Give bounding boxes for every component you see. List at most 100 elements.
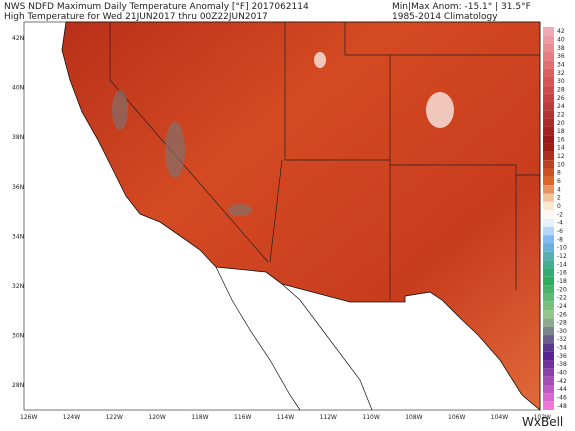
colorbar-label: -26: [557, 311, 567, 318]
colorbar-label: 2: [557, 195, 561, 202]
colorbar-label: -2: [557, 211, 563, 218]
colorbar-label: 0: [557, 203, 561, 210]
lon-label: 108W: [405, 414, 422, 421]
colorbar-swatch: [543, 60, 554, 69]
subtitle: High Temperature for Wed 21JUN2017 thru …: [4, 12, 268, 22]
colorbar-label: 36: [557, 53, 565, 60]
lat-label: 36N: [12, 184, 24, 191]
colorbar-label: 28: [557, 86, 565, 93]
colorbar-swatch: [543, 335, 554, 344]
colorbar-swatch: [543, 176, 554, 186]
terrain-shade: [112, 90, 252, 216]
colorbar-swatch: [543, 235, 554, 244]
colorbar-label: -8: [557, 236, 563, 243]
lat-label: 42N: [12, 35, 24, 42]
colorbar-swatch: [543, 243, 554, 252]
colorbar-label: -18: [557, 278, 567, 285]
colorbar-label: 16: [557, 136, 565, 143]
state-lines: [109, 22, 540, 300]
colorbar-label: -28: [557, 320, 567, 327]
lon-label: 118W: [191, 414, 208, 421]
colorbar-label: -6: [557, 228, 563, 235]
colorbar-swatch: [543, 326, 554, 336]
colorbar-label: 38: [557, 45, 565, 52]
colorbar-swatch: [543, 101, 554, 111]
colorbar-label: -24: [557, 303, 567, 310]
colorbar-swatch: [543, 401, 554, 410]
lat-label: 30N: [12, 333, 24, 340]
colorbar-swatch: [543, 310, 554, 319]
colorbar-swatch: [543, 351, 554, 361]
colorbar-swatch: [543, 385, 554, 394]
colorbar-swatch: [543, 343, 554, 352]
colorbar-swatch: [543, 276, 554, 286]
colorbar-swatch: [543, 76, 554, 86]
colorbar-swatch: [543, 260, 554, 269]
colorbar-swatch: [543, 51, 554, 61]
colorbar-swatch: [543, 168, 554, 177]
colorbar-label: 8: [557, 170, 561, 177]
colorbar-label: 34: [557, 61, 565, 68]
colorbar-label: -22: [557, 295, 567, 302]
colorbar-swatch: [543, 110, 554, 119]
colorbar-swatch: [543, 318, 554, 327]
colorbar-label: -48: [557, 403, 567, 410]
colorbar-label: -38: [557, 361, 567, 368]
mexico-coast: [215, 266, 373, 411]
lon-label: 116W: [234, 414, 251, 421]
colorbar-swatch: [543, 210, 554, 219]
colorbar-label: -36: [557, 353, 567, 360]
lon-label: 106W: [448, 414, 465, 421]
colorbar-label: 26: [557, 95, 565, 102]
colorbar: 424038363432302826242220181614121086420-…: [543, 27, 567, 410]
logo: WxBell: [522, 415, 563, 429]
colorbar-swatch: [543, 301, 554, 311]
lon-label: 122W: [106, 414, 123, 421]
colorbar-label: 6: [557, 178, 561, 185]
colorbar-label: 40: [557, 36, 565, 43]
colorbar-label: 18: [557, 128, 565, 135]
colorbar-swatch: [543, 226, 554, 236]
colorbar-swatch: [543, 126, 554, 136]
colorbar-label: 24: [557, 103, 565, 110]
cool-spots: [314, 52, 454, 128]
colorbar-swatch: [543, 201, 554, 211]
colorbar-swatch: [543, 360, 554, 369]
colorbar-swatch: [543, 143, 554, 152]
colorbar-label: -30: [557, 328, 567, 335]
colorbar-label: -40: [557, 370, 567, 377]
colorbar-swatch: [543, 376, 554, 386]
colorbar-label: 12: [557, 153, 565, 160]
colorbar-swatch: [543, 193, 554, 202]
colorbar-label: -12: [557, 253, 567, 260]
lat-label: 34N: [12, 233, 24, 240]
colorbar-label: -10: [557, 245, 567, 252]
colorbar-swatch: [543, 118, 554, 127]
us-land: [61, 21, 541, 411]
colorbar-swatch: [543, 185, 554, 194]
colorbar-label: -44: [557, 386, 567, 393]
colorbar-swatch: [543, 85, 554, 94]
colorbar-swatch: [543, 251, 554, 261]
colorbar-label: 20: [557, 120, 565, 127]
lat-labels: 42N 40N 38N 36N 34N 32N 30N 28N: [12, 35, 24, 389]
colorbar-label: -4: [557, 220, 563, 227]
colorbar-swatch: [543, 135, 554, 144]
colorbar-swatch: [543, 293, 554, 302]
colorbar-swatch: [543, 368, 554, 377]
title: NWS NDFD Maximum Daily Temperature Anoma…: [4, 2, 309, 12]
colorbar-label: 14: [557, 145, 565, 152]
lat-label: 38N: [12, 134, 24, 141]
colorbar-label: 30: [557, 78, 565, 85]
colorbar-swatch: [543, 151, 554, 161]
lon-label: 126W: [20, 414, 37, 421]
lon-label: 120W: [148, 414, 165, 421]
lat-label: 40N: [12, 85, 24, 92]
colorbar-label: -46: [557, 395, 567, 402]
colorbar-swatch: [543, 285, 554, 294]
lon-label: 110W: [362, 414, 379, 421]
colorbar-label: 42: [557, 28, 565, 35]
colorbar-swatch: [543, 35, 554, 44]
lon-label: 104W: [491, 414, 508, 421]
colorbar-swatch: [543, 27, 554, 36]
